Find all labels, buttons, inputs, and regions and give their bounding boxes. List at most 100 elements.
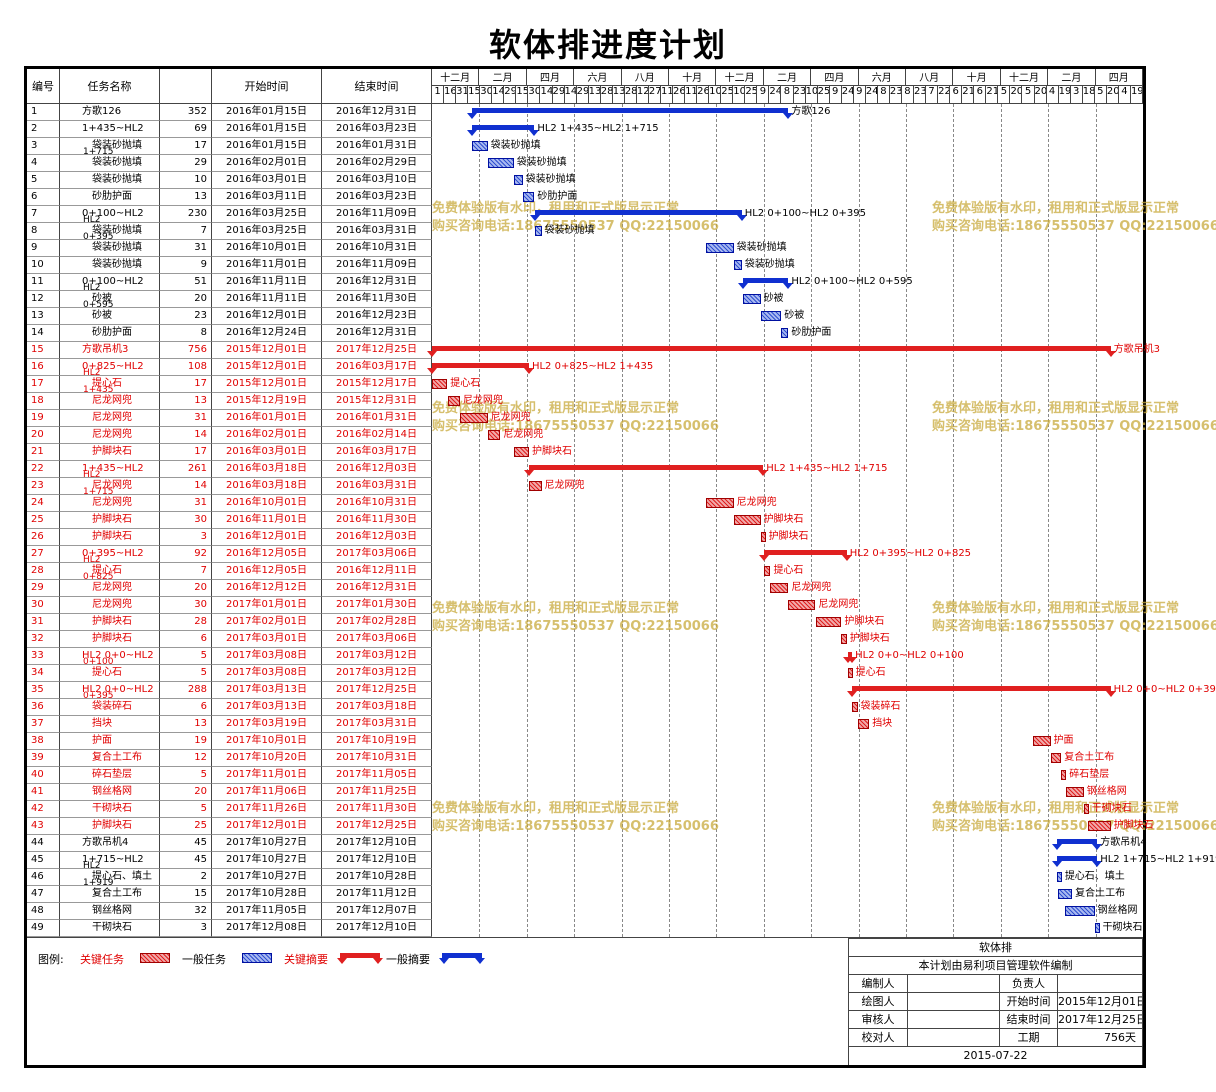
task-cell-dur: 8 <box>160 325 212 342</box>
task-cell-id: 43 <box>27 818 60 835</box>
info-value-blank <box>908 993 1000 1011</box>
summary-bar-start-cap <box>427 368 437 374</box>
summary-bar[interactable] <box>1056 856 1098 861</box>
timescale-day: 7 <box>926 86 939 104</box>
task-bar[interactable] <box>1094 923 1100 933</box>
task-cell-dur: 2 <box>160 869 212 886</box>
task-bar[interactable] <box>816 617 842 627</box>
task-cell-id: 41 <box>27 784 60 801</box>
task-bar[interactable] <box>432 379 448 389</box>
task-bar[interactable] <box>448 396 460 406</box>
task-cell-id: 48 <box>27 903 60 920</box>
task-bar[interactable] <box>1088 821 1111 831</box>
info-start-value: 2015年12月01日 <box>1058 993 1143 1011</box>
task-cell-id: 33 <box>27 648 60 665</box>
task-bar[interactable] <box>1056 872 1062 882</box>
task-cell-end: 2016年12月31日 <box>322 104 432 121</box>
task-bar[interactable] <box>487 158 514 168</box>
task-bar[interactable] <box>472 141 488 151</box>
task-bar[interactable] <box>487 430 501 440</box>
task-bar[interactable] <box>705 498 734 508</box>
watermark: 免费体验版有水印，租用和正式版显示正常 购买咨询电话:18675550537 QQ… <box>432 400 719 436</box>
task-bar-label: 钢丝格网 <box>1097 905 1138 916</box>
summary-bar-end-cap <box>1105 351 1116 357</box>
task-bar[interactable] <box>770 583 789 593</box>
task-bar-label: HL2 0+395~HL2 0+825 <box>849 548 972 559</box>
task-bar[interactable] <box>733 260 742 270</box>
summary-bar[interactable] <box>742 278 789 283</box>
timescale-month: 二月 <box>479 69 527 86</box>
timescale-day: 1 <box>432 86 445 104</box>
task-bar-label: 尼龙网兜 <box>503 429 544 440</box>
task-bar[interactable] <box>781 328 789 338</box>
timescale-month: 二月 <box>1048 69 1096 86</box>
timescale-month: 十月 <box>669 69 717 86</box>
task-bar[interactable] <box>1065 787 1084 797</box>
task-bar[interactable] <box>764 566 771 576</box>
task-bar[interactable] <box>459 413 488 423</box>
task-cell-end: 2016年03月10日 <box>322 172 432 189</box>
task-cell-dur: 17 <box>160 444 212 461</box>
task-cell-start: 2016年11月11日 <box>212 274 322 291</box>
task-bar[interactable] <box>1064 906 1095 916</box>
task-bar[interactable] <box>1050 753 1062 763</box>
summary-bar-end-cap <box>783 113 794 119</box>
task-bar[interactable] <box>535 226 542 236</box>
task-bar[interactable] <box>857 719 870 729</box>
summary-bar[interactable] <box>764 550 847 555</box>
task-cell-name: 钢丝格网 <box>60 903 160 920</box>
summary-bar[interactable] <box>535 210 742 215</box>
summary-bar[interactable] <box>432 346 1111 351</box>
summary-bar-end-cap <box>523 368 534 374</box>
task-bar[interactable] <box>1033 736 1051 746</box>
summary-bar[interactable] <box>847 652 853 657</box>
task-cell-start: 2017年11月01日 <box>212 767 322 784</box>
summary-bar[interactable] <box>472 125 535 130</box>
task-cell-dur: 352 <box>160 104 212 121</box>
task-bar-label: 砂被 <box>763 293 784 304</box>
task-cell-start: 2016年12月12日 <box>212 580 322 597</box>
task-cell-name: 方歌126 <box>60 104 160 121</box>
timescale-day: 20 <box>1034 86 1047 104</box>
task-bar[interactable] <box>760 311 782 321</box>
task-bar[interactable] <box>852 702 858 712</box>
task-bar[interactable] <box>528 481 542 491</box>
task-bar-label: 护脚块石 <box>844 616 885 627</box>
task-cell-id: 18 <box>27 393 60 410</box>
task-bar[interactable] <box>841 634 847 644</box>
task-cell-dur: 19 <box>160 733 212 750</box>
task-bar[interactable] <box>742 294 761 304</box>
task-cell-end: 2017年12月10日 <box>322 852 432 869</box>
timescale-month: 十二月 <box>1000 69 1049 86</box>
task-bar[interactable] <box>733 515 761 525</box>
summary-bar[interactable] <box>1056 839 1098 844</box>
task-bar[interactable] <box>1083 804 1089 814</box>
legend-normal-summary-swatch-end-cap <box>475 958 485 964</box>
task-bar-label: 袋装砂抛填 <box>490 140 541 151</box>
legend-normal-task-label: 一般任务 <box>182 953 226 966</box>
timescale-day: 29 <box>552 86 565 104</box>
summary-bar[interactable] <box>472 108 789 113</box>
task-bar[interactable] <box>513 175 523 185</box>
task-bar[interactable] <box>788 600 816 610</box>
summary-bar[interactable] <box>432 363 529 368</box>
task-cell-start: 2016年11月01日 <box>212 512 322 529</box>
task-bar[interactable] <box>513 447 529 457</box>
watermark-line1: 免费体验版有水印，租用和正式版显示正常 <box>932 401 1180 416</box>
task-cell-start: 2017年12月01日 <box>212 818 322 835</box>
task-bar[interactable] <box>847 668 853 678</box>
info-editor-label: 编制人 <box>848 975 908 993</box>
task-cell-name: 0+395~HL2 <box>60 546 160 563</box>
summary-bar[interactable] <box>852 686 1111 691</box>
task-name-fragment: 1+715 <box>83 487 114 497</box>
task-cell-start: 2016年01月01日 <box>212 410 322 427</box>
task-bar[interactable] <box>1061 770 1067 780</box>
info-top-line <box>848 938 1143 939</box>
task-bar[interactable] <box>522 192 535 202</box>
task-cell-dur: 10 <box>160 172 212 189</box>
task-bar[interactable] <box>760 532 766 542</box>
task-bar[interactable] <box>1057 889 1073 899</box>
summary-bar[interactable] <box>528 465 764 470</box>
task-bar[interactable] <box>705 243 734 253</box>
task-cell-start: 2017年03月08日 <box>212 648 322 665</box>
